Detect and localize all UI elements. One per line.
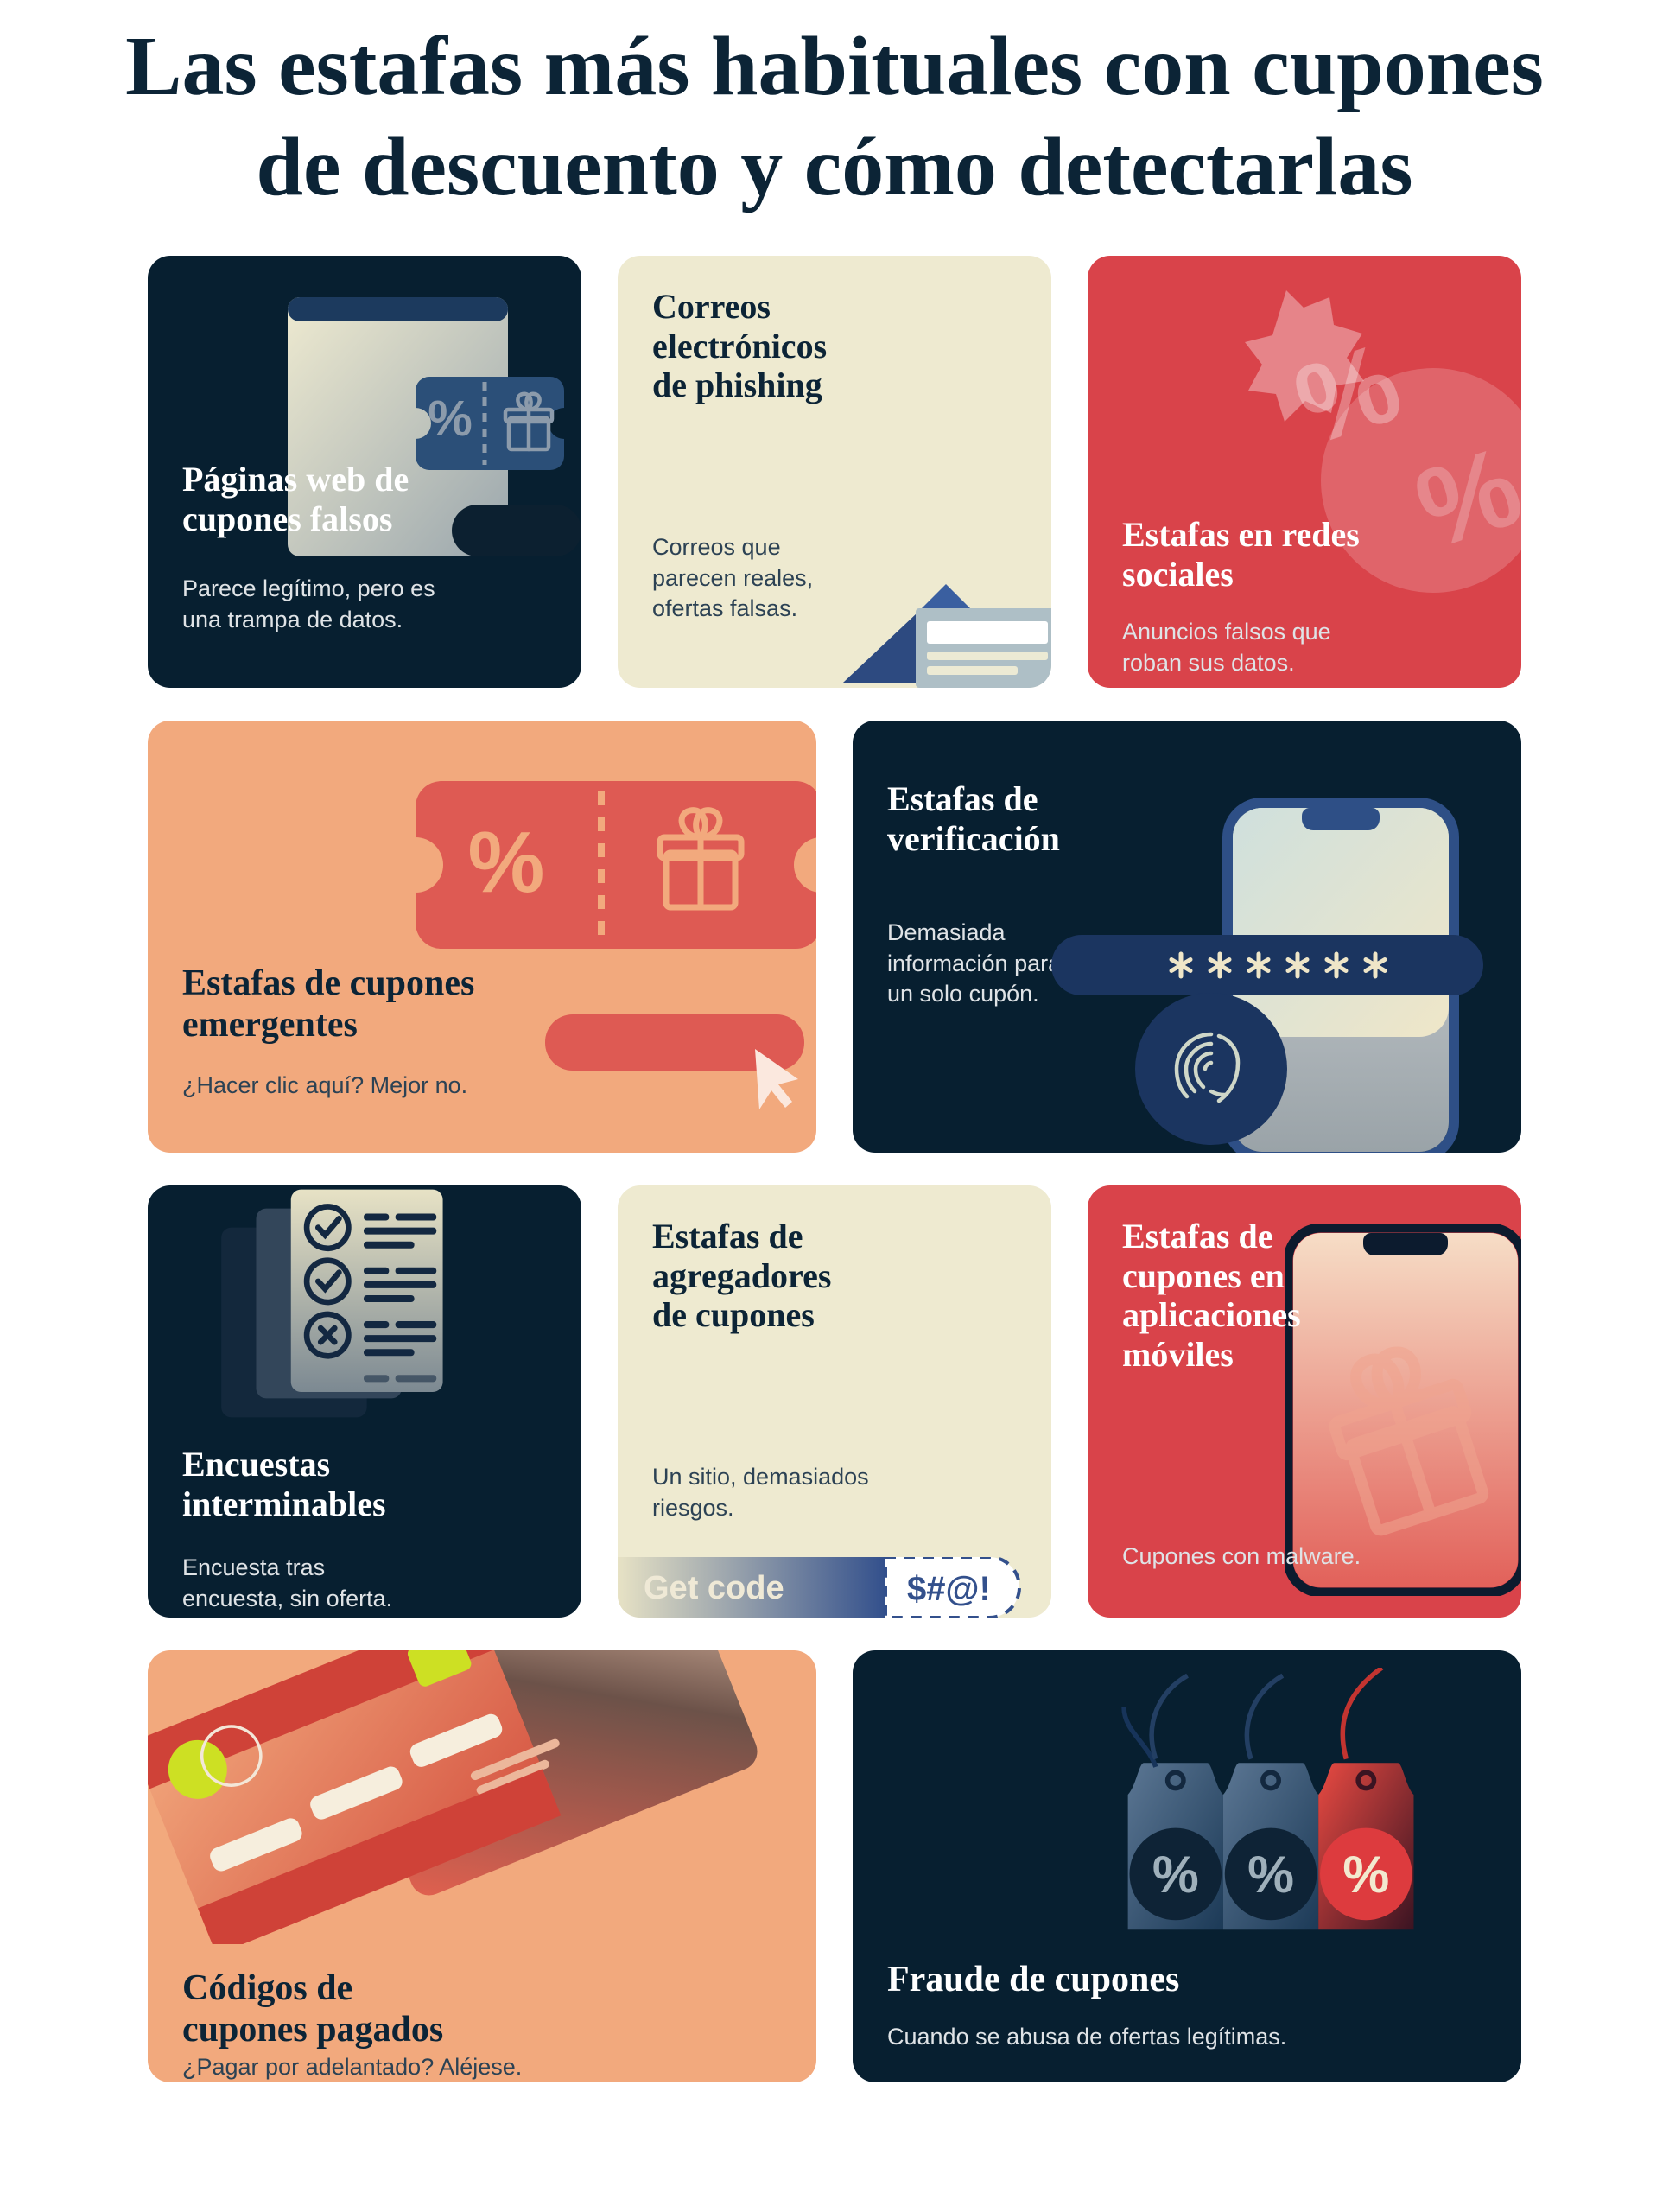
svg-text:Get code: Get code <box>644 1570 784 1606</box>
svg-text:%: % <box>1247 1845 1294 1904</box>
svg-text:$#@!: $#@! <box>907 1570 991 1608</box>
svg-text:%: % <box>1152 1845 1199 1904</box>
svg-text:%: % <box>428 391 473 447</box>
svg-text:%: % <box>1342 1845 1389 1904</box>
svg-text:%: % <box>468 814 545 911</box>
